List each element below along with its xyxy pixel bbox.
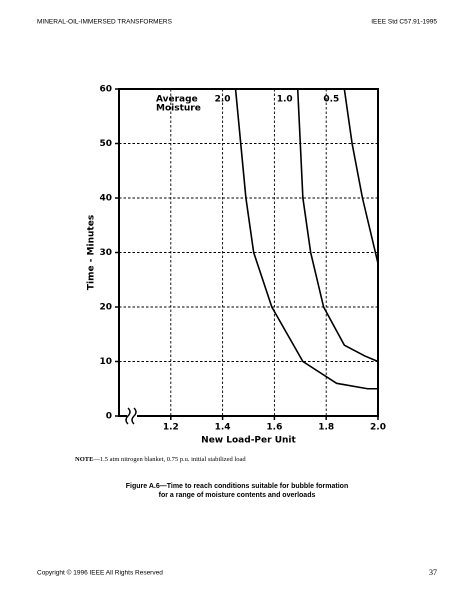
note-label: NOTE [75, 456, 93, 463]
legend-entry: 1.0 [277, 95, 293, 105]
note: NOTE—1.5 atm nitrogen blanket, 0.75 p.u.… [75, 456, 246, 463]
x-tick-label: 2.0 [370, 423, 386, 433]
header-left: MINERAL-OIL-IMMERSED TRANSFORMERS [37, 19, 173, 26]
x-tick-label: 1.4 [215, 423, 231, 433]
y-tick-label: 0 [106, 412, 112, 422]
x-axis-label: New Load-Per Unit [201, 436, 296, 446]
x-tick-label: 1.2 [163, 423, 179, 433]
axis-break-gap [127, 413, 137, 419]
y-tick-label: 50 [99, 139, 112, 149]
header-right: IEEE Std C57.91-1995 [371, 19, 437, 26]
y-tick-label: 20 [99, 303, 112, 313]
y-tick-label: 30 [99, 248, 112, 258]
curve [296, 88, 379, 363]
curve [343, 88, 379, 264]
caption-line: for a range of moisture contents and ove… [159, 492, 316, 499]
y-tick-label: 40 [99, 194, 112, 204]
y-tick-label: 10 [99, 357, 112, 367]
y-axis-label: Time - Minutes [87, 215, 97, 290]
legend-entry: 2.0 [215, 95, 231, 105]
curve [234, 88, 378, 390]
chart: 0 10 20 30 40 50 60 1.2 1.4 1.6 1.8 2.0 New Load-Per… [87, 85, 386, 446]
footer-left: Copyright © 1996 IEEE All Rights Reserve… [37, 569, 163, 577]
caption-line: Figure A.6—Time to reach conditions suit… [126, 483, 348, 490]
axis-break [125, 407, 137, 425]
page-number: 37 [429, 568, 437, 577]
legend-title: Average [156, 95, 198, 105]
x-tick-label: 1.8 [318, 423, 334, 433]
y-tick-label: 60 [99, 85, 112, 95]
legend-entry: 0.5 [323, 95, 339, 105]
legend-title: Moisture [156, 104, 201, 114]
x-tick-label: 1.6 [266, 423, 282, 433]
plot-frame [118, 88, 379, 417]
note-text: —1.5 atm nitrogen blanket, 0.75 p.u. ini… [92, 456, 246, 463]
